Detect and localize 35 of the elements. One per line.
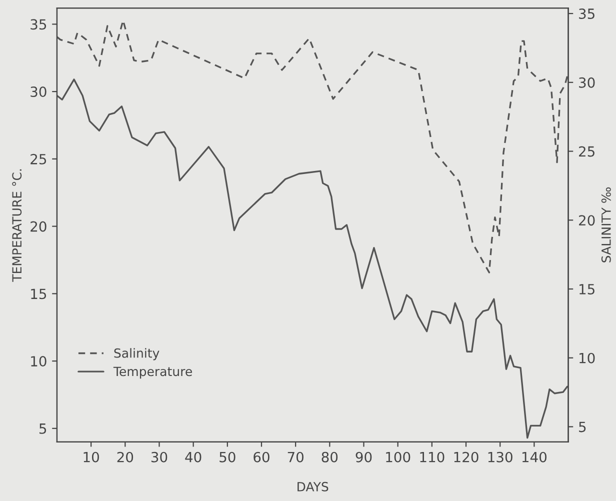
line-series [56,78,568,439]
legend-label: Salinity [114,348,160,360]
y2-tick-label: 5 [579,422,586,432]
x-tick-label: 90 [356,452,372,462]
x-tick-label: 20 [117,452,134,462]
y2-tick-label: 15 [580,284,594,294]
x-tick-label: 100 [386,452,410,462]
x-tick-label: 60 [254,452,270,462]
line-series [56,20,568,274]
x-tick-label: 10 [84,452,99,462]
x-tick-label: 80 [322,452,338,462]
y-tick-label: 35 [30,19,46,30]
x-axis-title: DAYS [298,482,328,492]
x-tick-label: 120 [454,452,478,462]
x-tick-label: 70 [288,452,304,462]
y-axis-title: TEMPERATURE °C. [12,169,22,282]
x-tick-label: 50 [220,452,236,462]
legend-label: Temperature [113,366,192,379]
y2-tick-label: 10 [580,352,595,364]
y-tick-label: 20 [30,221,46,232]
x-tick-label: 40 [185,452,202,462]
y2-tick-label: 35 [579,8,594,19]
y2-tick-label: 30 [579,77,595,88]
y-tick-label: 15 [31,288,46,300]
x-tick-label: 140 [522,452,547,462]
x-tick-label: 110 [420,452,444,462]
x-tick-label: 130 [488,452,512,462]
y2-axis-title: SALINITY ‰ [601,187,611,262]
y-tick-label: 25 [30,154,46,164]
y-tick-label: 5 [39,424,46,434]
y-tick-label: 10 [31,356,46,367]
x-tick-label: 30 [151,452,168,462]
y2-tick-label: 20 [579,215,595,226]
y2-tick-label: 25 [579,146,594,157]
y-tick-label: 30 [30,86,46,98]
